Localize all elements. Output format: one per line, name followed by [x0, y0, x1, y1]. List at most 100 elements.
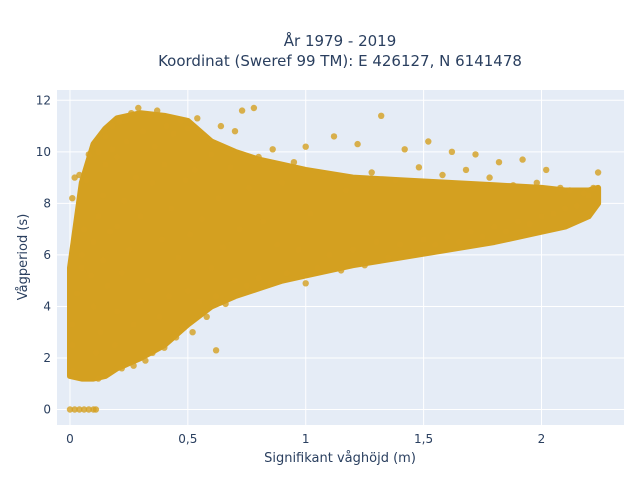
data-point — [184, 125, 191, 132]
data-point — [99, 192, 107, 199]
data-point — [168, 205, 175, 212]
data-point — [585, 192, 592, 199]
data-point — [144, 277, 151, 284]
data-point — [198, 215, 206, 222]
data-point — [208, 264, 215, 271]
data-point — [69, 321, 76, 328]
data-point — [78, 251, 86, 259]
data-point — [378, 112, 385, 120]
data-point — [245, 184, 253, 192]
data-point — [99, 256, 107, 264]
data-point — [83, 177, 90, 184]
data-point — [113, 308, 121, 315]
data-point — [170, 130, 177, 137]
data-point — [561, 205, 569, 212]
data-point — [71, 406, 78, 413]
y-tick-label: 6 — [43, 248, 51, 262]
data-point — [448, 148, 456, 155]
data-point — [189, 329, 196, 336]
data-point — [212, 347, 220, 354]
data-point — [73, 290, 81, 297]
data-point — [137, 213, 144, 220]
data-point — [538, 213, 545, 220]
data-point — [354, 140, 361, 148]
data-point — [307, 210, 314, 217]
data-point — [130, 321, 137, 328]
data-point — [533, 179, 540, 186]
data-point — [455, 238, 463, 246]
data-point — [179, 323, 187, 331]
data-point — [326, 251, 333, 259]
y-tick-label: 2 — [43, 351, 51, 365]
data-point — [510, 182, 517, 189]
data-point — [151, 143, 158, 150]
data-point — [85, 151, 93, 158]
x-tick-label: 0 — [66, 432, 74, 446]
data-point — [222, 300, 229, 308]
data-point — [439, 171, 446, 179]
data-point — [156, 313, 163, 320]
data-point — [137, 298, 144, 305]
data-point — [557, 184, 564, 192]
data-point — [154, 107, 161, 114]
data-point — [314, 264, 321, 271]
data-point — [109, 122, 116, 130]
y-tick-label: 0 — [43, 403, 51, 417]
data-point — [580, 189, 588, 197]
data-point — [502, 228, 510, 235]
data-point — [415, 164, 423, 171]
data-point — [80, 226, 88, 233]
data-point — [194, 115, 201, 122]
data-point — [566, 187, 573, 194]
x-axis-ticks: 0 0,5 1 1,5 2 — [66, 432, 545, 446]
data-point — [260, 218, 267, 225]
data-point — [342, 187, 349, 194]
y-tick-label: 10 — [36, 145, 51, 159]
data-point — [462, 166, 470, 174]
data-point — [220, 244, 227, 251]
data-point — [78, 264, 86, 271]
y-tick-label: 8 — [43, 196, 51, 210]
data-point — [104, 282, 111, 289]
data-point — [486, 174, 493, 181]
data-point — [182, 177, 189, 184]
data-point — [69, 195, 76, 202]
data-point — [128, 110, 135, 117]
data-point — [373, 238, 380, 246]
chart-title-line2: Koordinat (Sweref 99 TM): E 426127, N 61… — [158, 52, 522, 70]
data-point — [130, 362, 137, 369]
data-point — [69, 367, 76, 375]
data-point — [250, 104, 258, 112]
data-point — [392, 177, 399, 184]
data-point — [236, 226, 243, 233]
y-tick-label: 4 — [43, 299, 51, 313]
data-point — [161, 161, 168, 168]
data-point — [95, 375, 102, 382]
data-point — [97, 329, 104, 336]
data-point — [590, 184, 597, 192]
data-point — [80, 406, 88, 413]
data-point — [302, 280, 309, 287]
data-point — [109, 146, 116, 153]
data-point — [217, 122, 225, 130]
data-point — [420, 236, 427, 243]
data-point — [231, 277, 239, 284]
data-point — [184, 287, 191, 295]
data-point — [201, 133, 208, 140]
data-point — [92, 406, 100, 413]
data-point — [158, 236, 166, 243]
data-point — [106, 228, 114, 235]
data-point — [69, 341, 76, 349]
data-point — [85, 406, 93, 413]
data-point — [149, 349, 156, 356]
x-tick-label: 1,5 — [414, 432, 433, 446]
data-point — [118, 365, 126, 372]
data-point — [472, 151, 479, 158]
data-point — [212, 293, 220, 300]
data-point — [550, 210, 557, 217]
data-point — [177, 117, 184, 125]
data-point — [111, 341, 119, 349]
data-point — [76, 171, 83, 179]
data-point — [255, 153, 262, 161]
data-point — [66, 406, 74, 413]
